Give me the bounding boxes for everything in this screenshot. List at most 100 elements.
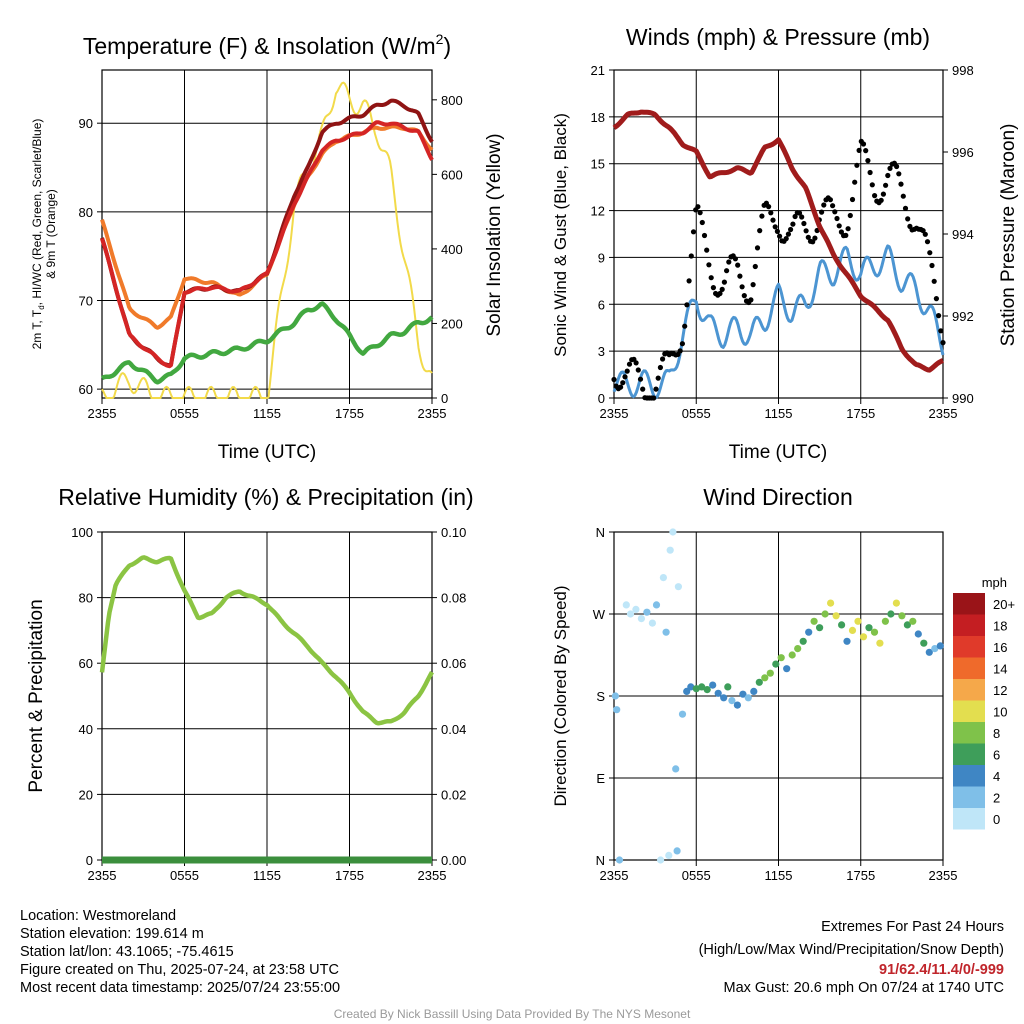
direction-point <box>865 624 873 632</box>
speed-legend-swatch <box>953 700 985 722</box>
speed-legend-swatch <box>953 657 985 679</box>
gust-point <box>796 210 803 216</box>
direction-point <box>816 624 824 632</box>
direction-point <box>669 528 677 536</box>
speed-legend-swatch <box>953 614 985 636</box>
gust-point <box>856 147 862 153</box>
gust-point <box>790 221 796 227</box>
direction-point <box>876 639 884 647</box>
gust-point <box>788 226 794 233</box>
humidity-x-tick-label: 2355 <box>418 868 447 883</box>
gust-point <box>865 158 871 164</box>
gust-point <box>863 148 869 154</box>
gust-point <box>927 250 933 256</box>
gust-point <box>869 182 875 188</box>
direction-point <box>714 689 722 697</box>
gust-point <box>832 209 838 215</box>
direction-point <box>744 694 752 702</box>
winds-left-axis-label: Sonic Wind & Gust (Blue, Black) <box>551 113 570 357</box>
temperature-panel-title: Temperature (F) & Insolation (W/m2) <box>83 31 451 59</box>
speed-legend-label: 12 <box>993 683 1007 698</box>
gust-point <box>706 262 712 268</box>
gust-point <box>827 197 834 203</box>
gust-point <box>750 282 756 288</box>
gust-point <box>651 395 657 401</box>
gust-point <box>894 163 900 170</box>
direction-point <box>611 692 620 700</box>
humidity-y-right-tick-label: 0.00 <box>441 853 466 868</box>
winds-x-tick-label: 0555 <box>682 406 711 421</box>
gust-point <box>933 296 940 302</box>
gust-point <box>735 262 741 268</box>
speed-legend-label: 20+ <box>993 597 1015 612</box>
gust-point <box>938 328 944 334</box>
winds-x-tick-label: 1155 <box>765 406 793 421</box>
gust-point <box>812 235 818 241</box>
gust-point <box>774 228 781 234</box>
humidity-y-tick-label: 80 <box>79 591 93 606</box>
gust-point <box>622 374 628 380</box>
speed-legend-swatch <box>953 593 985 615</box>
gust-point <box>677 348 683 354</box>
direction-point <box>761 674 769 682</box>
gust-point <box>704 247 710 253</box>
gust-point <box>635 367 641 373</box>
direction-x-tick-label: 2355 <box>600 868 629 883</box>
gust-point <box>772 224 778 230</box>
temperature-y-tick-label: 60 <box>79 382 93 397</box>
station-elevation: Station elevation: 199.614 m <box>20 926 204 942</box>
gust-point <box>690 229 697 235</box>
gust-point <box>883 182 889 188</box>
gust-point <box>887 165 893 171</box>
direction-point <box>662 628 670 636</box>
direction-point <box>652 601 661 609</box>
direction-point <box>728 697 736 705</box>
direction-point <box>914 630 922 638</box>
winds-y-tick-label: 18 <box>591 110 605 125</box>
gust-point <box>799 214 805 220</box>
gust-point <box>785 231 792 237</box>
direction-point <box>724 683 732 691</box>
humidity-x-tick-label: 2355 <box>88 868 117 883</box>
direction-point <box>777 654 785 662</box>
winds-x-axis-label: Time (UTC) <box>729 442 828 463</box>
gust-point <box>821 202 827 208</box>
humidity-x-tick-label: 1755 <box>335 868 364 883</box>
temperature-y-tick-label: 90 <box>79 116 93 131</box>
gust-point <box>757 228 763 234</box>
gust-point <box>684 302 690 308</box>
max-gust: Max Gust: 20.6 mph On 07/24 at 1740 UTC <box>723 980 1004 996</box>
gust-point <box>657 364 664 371</box>
direction-point <box>626 610 635 618</box>
direction-point <box>788 651 796 659</box>
gust-point <box>905 216 911 222</box>
direction-point <box>887 610 895 618</box>
direction-point <box>622 601 630 609</box>
gust-point <box>885 172 891 179</box>
humidity-y-tick-label: 0 <box>86 853 93 868</box>
winds-panel-title: Winds (mph) & Pressure (mb) <box>626 24 930 50</box>
direction-point <box>936 642 944 650</box>
2m-temperature-line <box>100 120 434 369</box>
gust-point <box>898 181 904 187</box>
winds-x-tick-label: 1755 <box>846 406 875 421</box>
gust-point <box>783 236 789 242</box>
speed-legend-swatch <box>953 722 985 744</box>
direction-point <box>870 628 879 636</box>
temperature-y-right-tick-label: 200 <box>441 316 463 331</box>
gust-point <box>845 226 851 232</box>
direction-point <box>673 847 681 855</box>
temperature-right-axis-label: Solar Insolation (Yellow) <box>484 133 505 336</box>
winds-y-tick-label: 9 <box>598 250 605 265</box>
speed-legend-label: 8 <box>993 726 1000 741</box>
winds-y-tick-label: 3 <box>598 344 605 359</box>
winds-y-tick-label: 12 <box>591 204 605 219</box>
gust-point <box>721 279 728 285</box>
speed-legend-label: 16 <box>993 640 1007 655</box>
direction-point <box>854 617 862 625</box>
gust-point <box>940 340 946 346</box>
direction-point <box>720 694 728 702</box>
gust-point <box>872 193 878 199</box>
direction-left-axis-label: Direction (Colored By Speed) <box>551 585 570 806</box>
gust-point <box>792 213 798 220</box>
